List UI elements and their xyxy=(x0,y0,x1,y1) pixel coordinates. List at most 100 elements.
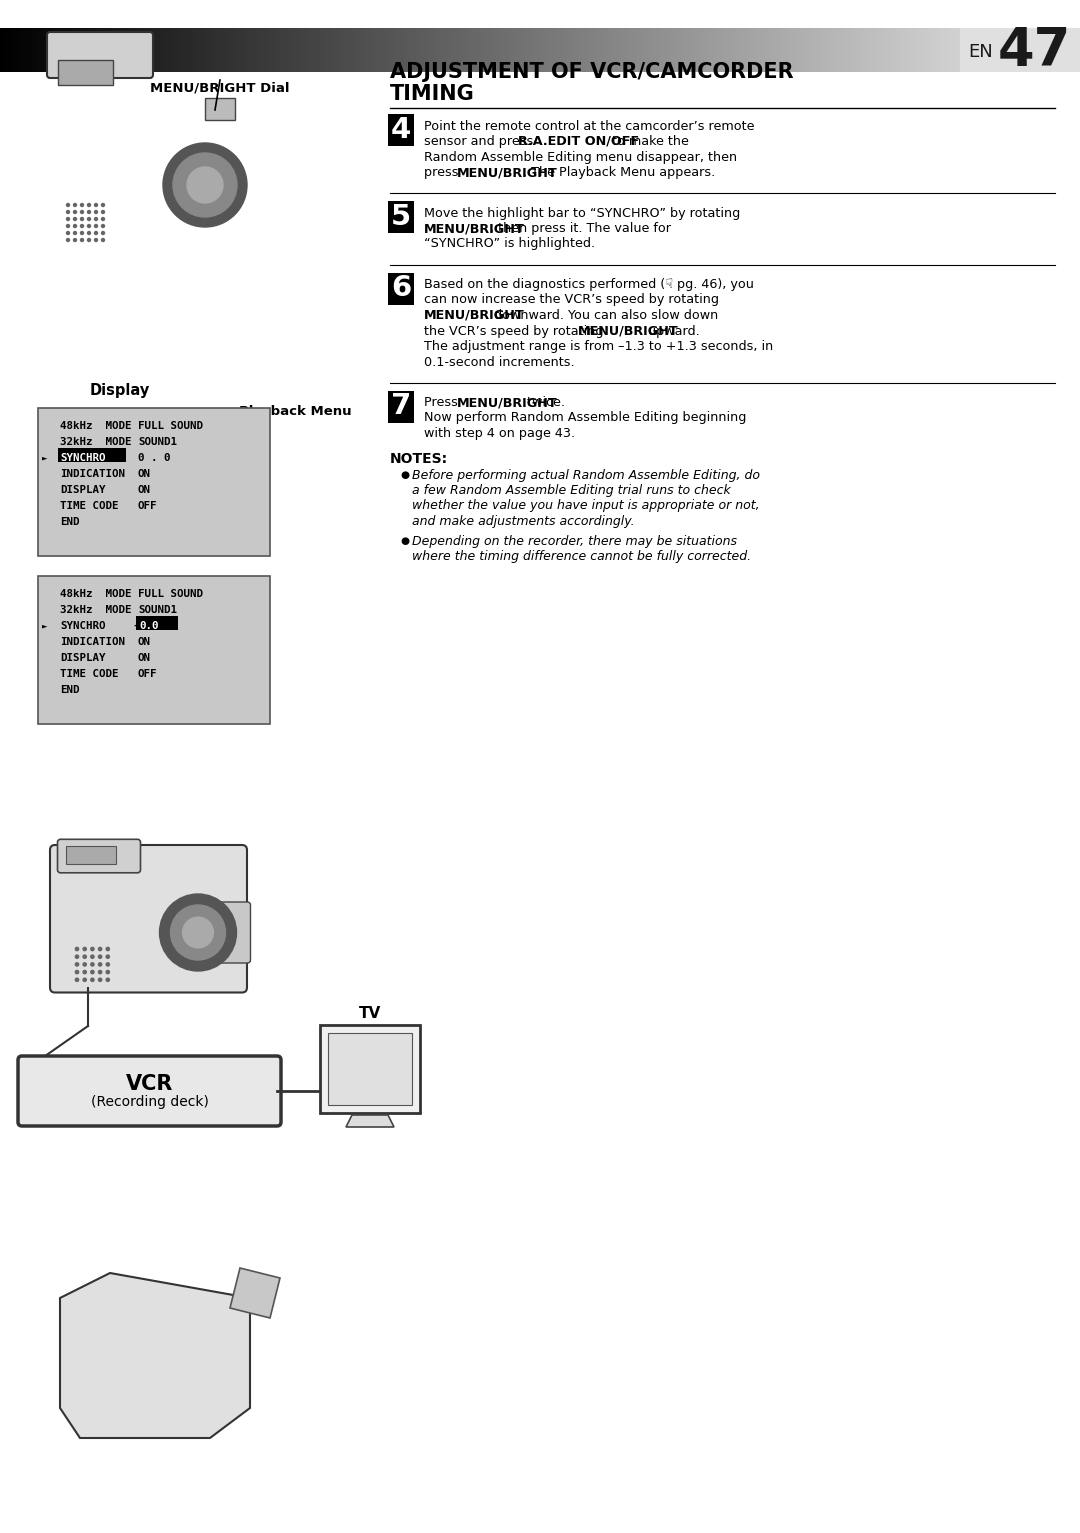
Text: FULL SOUND: FULL SOUND xyxy=(138,422,203,431)
Bar xyxy=(845,28,849,72)
Bar xyxy=(954,28,957,72)
Circle shape xyxy=(87,210,91,213)
Text: MENU/BRIGHT Dial: MENU/BRIGHT Dial xyxy=(150,81,289,95)
Bar xyxy=(445,28,448,72)
Text: MENU/BRIGHT: MENU/BRIGHT xyxy=(578,325,678,337)
Circle shape xyxy=(81,231,83,235)
Text: MENU/BRIGHT: MENU/BRIGHT xyxy=(424,222,525,235)
Bar xyxy=(195,28,199,72)
Bar xyxy=(266,28,269,72)
Bar xyxy=(426,28,430,72)
Circle shape xyxy=(76,970,79,973)
Bar xyxy=(3,28,6,72)
Text: SOUND1: SOUND1 xyxy=(138,437,177,448)
Bar xyxy=(822,28,826,72)
Bar xyxy=(32,28,36,72)
Bar xyxy=(900,28,903,72)
Circle shape xyxy=(87,231,91,235)
Bar xyxy=(656,28,660,72)
Circle shape xyxy=(81,224,83,227)
FancyBboxPatch shape xyxy=(18,1056,281,1127)
Bar xyxy=(765,28,769,72)
Bar xyxy=(199,28,202,72)
Bar xyxy=(259,28,262,72)
Bar xyxy=(598,28,603,72)
Text: to make the: to make the xyxy=(607,135,688,149)
Circle shape xyxy=(183,917,214,947)
Bar xyxy=(220,28,225,72)
Bar xyxy=(160,28,164,72)
Circle shape xyxy=(106,970,109,973)
Text: 0 . 0: 0 . 0 xyxy=(138,452,171,463)
Text: DISPLAY: DISPLAY xyxy=(60,653,106,662)
Bar xyxy=(538,28,541,72)
Bar xyxy=(851,28,855,72)
Bar xyxy=(778,28,781,72)
Bar xyxy=(486,28,490,72)
Bar xyxy=(659,28,663,72)
Bar xyxy=(112,28,116,72)
Circle shape xyxy=(73,231,77,235)
Bar xyxy=(109,28,112,72)
Bar xyxy=(237,28,241,72)
Bar xyxy=(701,28,704,72)
Bar xyxy=(13,28,16,72)
Bar xyxy=(451,28,455,72)
Text: The adjustment range is from –1.3 to +1.3 seconds, in: The adjustment range is from –1.3 to +1.… xyxy=(424,340,773,353)
Bar xyxy=(224,28,228,72)
Bar xyxy=(292,28,295,72)
Bar xyxy=(230,28,234,72)
Bar xyxy=(388,201,414,233)
Bar xyxy=(166,28,171,72)
Bar xyxy=(96,28,99,72)
Bar xyxy=(582,28,586,72)
Bar xyxy=(54,28,58,72)
Bar xyxy=(23,28,26,72)
Bar xyxy=(717,28,720,72)
Circle shape xyxy=(87,204,91,207)
Bar xyxy=(579,28,583,72)
Bar xyxy=(38,576,270,724)
Bar xyxy=(458,28,461,72)
Bar xyxy=(685,28,689,72)
Bar xyxy=(464,28,468,72)
Bar xyxy=(455,28,458,72)
Bar xyxy=(388,28,391,72)
Bar xyxy=(253,28,257,72)
Bar xyxy=(372,28,375,72)
Bar xyxy=(893,28,896,72)
Circle shape xyxy=(106,978,109,981)
Bar xyxy=(548,28,551,72)
Circle shape xyxy=(67,231,69,235)
Bar xyxy=(323,28,327,72)
Bar xyxy=(525,28,528,72)
Bar xyxy=(724,28,727,72)
Text: TIMING: TIMING xyxy=(390,84,475,104)
Circle shape xyxy=(106,947,109,950)
Bar xyxy=(36,28,39,72)
Bar xyxy=(262,28,266,72)
Bar xyxy=(147,28,151,72)
Bar xyxy=(787,28,791,72)
Bar xyxy=(157,28,161,72)
Text: downward. You can also slow down: downward. You can also slow down xyxy=(490,310,718,322)
Bar xyxy=(781,28,784,72)
Circle shape xyxy=(95,204,97,207)
Bar xyxy=(233,28,238,72)
Circle shape xyxy=(102,239,105,242)
Circle shape xyxy=(83,955,86,958)
Bar xyxy=(720,28,724,72)
Text: END: END xyxy=(60,685,80,694)
Bar xyxy=(137,28,141,72)
Bar xyxy=(19,28,23,72)
Bar xyxy=(355,28,359,72)
Bar xyxy=(378,28,381,72)
Bar xyxy=(576,28,580,72)
Bar xyxy=(931,28,935,72)
Bar xyxy=(944,28,948,72)
Bar xyxy=(771,28,775,72)
Bar xyxy=(551,28,554,72)
Bar xyxy=(116,28,119,72)
Bar xyxy=(595,28,599,72)
Circle shape xyxy=(83,978,86,981)
